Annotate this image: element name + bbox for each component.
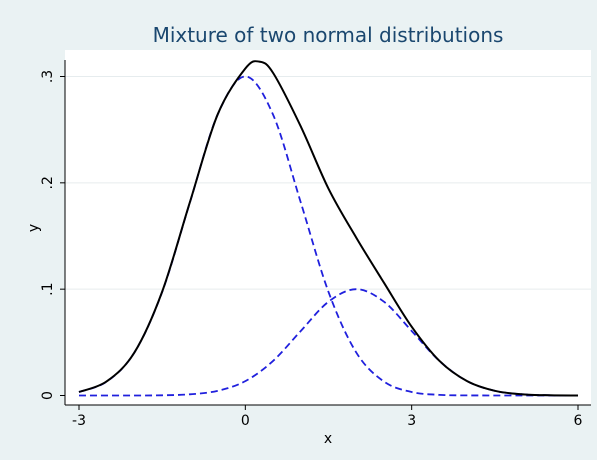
x-tick-label-0: -3 bbox=[72, 413, 86, 429]
chart-title: Mixture of two normal distributions bbox=[153, 23, 504, 47]
axes: 0 .1 .2 .3 -3 0 3 6 bbox=[40, 60, 591, 429]
grid-lines bbox=[65, 76, 591, 290]
plot-area bbox=[65, 50, 591, 405]
series-layer bbox=[78, 60, 579, 397]
y-tick-label-0: 0 bbox=[40, 391, 56, 400]
y-axis-label: y bbox=[26, 224, 42, 232]
y-tick-label-1: .1 bbox=[40, 282, 56, 295]
y-tick-label-3: .3 bbox=[40, 70, 56, 83]
x-tick-label-1: 0 bbox=[241, 413, 250, 429]
y-tick-label-2: .2 bbox=[40, 176, 56, 189]
series-line-0 bbox=[78, 60, 579, 397]
x-tick-label-3: 6 bbox=[574, 413, 583, 429]
series-line-2 bbox=[78, 288, 579, 397]
x-axis-label: x bbox=[324, 431, 332, 447]
x-tick-label-2: 3 bbox=[407, 413, 416, 429]
